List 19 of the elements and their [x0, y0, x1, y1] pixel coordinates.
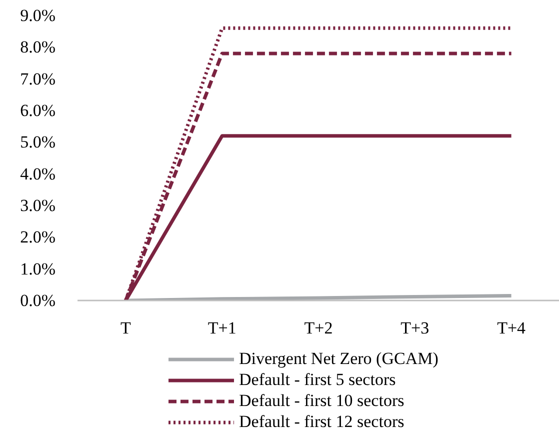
x-tick-label: T	[120, 318, 132, 338]
x-tick-label: T+2	[304, 318, 333, 338]
legend-label: Default - first 5 sectors	[239, 370, 396, 390]
x-tick-label: T+3	[400, 318, 430, 338]
x-tick-label: T+4	[497, 318, 526, 338]
y-tick-label: 2.0%	[20, 228, 56, 247]
legend-label: Default - first 10 sectors	[239, 391, 404, 411]
y-tick-label: 0.0%	[20, 291, 56, 310]
y-tick-label: 4.0%	[20, 164, 56, 184]
x-tick-label: T+1	[208, 318, 236, 338]
legend-label: Default - first 12 sectors	[239, 412, 404, 432]
y-tick-label: 7.0%	[20, 69, 56, 88]
y-tick-label: 1.0%	[20, 259, 56, 278]
y-tick-label: 5.0%	[20, 132, 56, 152]
y-tick-label: 8.0%	[20, 38, 56, 57]
y-tick-label: 6.0%	[20, 101, 56, 120]
y-tick-label: 3.0%	[20, 196, 56, 215]
legend-label: Divergent Net Zero (GCAM)	[239, 349, 438, 369]
y-tick-label: 9.0%	[20, 6, 56, 25]
